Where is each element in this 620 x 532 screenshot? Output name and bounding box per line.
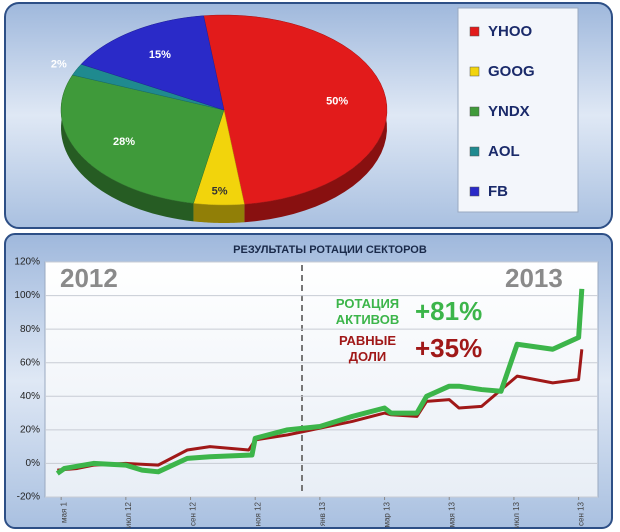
x-tick-label: мая 13 xyxy=(447,501,456,527)
x-tick-label: июл 12 xyxy=(124,501,133,528)
annotation: +35% xyxy=(415,333,482,363)
legend-label: YNDX xyxy=(488,103,530,120)
legend-label: YHOO xyxy=(488,23,533,40)
slice-label: 5% xyxy=(212,186,228,198)
slice-label: 15% xyxy=(149,49,171,61)
pie-slice xyxy=(193,109,245,206)
series-line xyxy=(55,288,585,476)
x-tick-label: янв 13 xyxy=(318,501,327,526)
pie-slice xyxy=(60,74,225,204)
series-line xyxy=(57,349,584,472)
y-tick-label: 20% xyxy=(20,424,40,435)
legend-swatch xyxy=(469,26,480,37)
legend-label: FB xyxy=(488,183,508,200)
x-tick-label: мар 13 xyxy=(383,501,392,527)
x-tick-label: мая 1 xyxy=(59,501,68,523)
y-tick-label: 100% xyxy=(14,290,40,301)
y-tick-label: 40% xyxy=(20,391,40,402)
y-tick-label: 60% xyxy=(20,357,40,368)
x-tick-label: сен 12 xyxy=(189,501,198,526)
pie-slice xyxy=(80,15,225,111)
annotation: 2012 xyxy=(60,263,118,293)
slice-label: 50% xyxy=(326,96,348,108)
pie-slice xyxy=(203,14,388,205)
legend-label: GOOG xyxy=(488,63,535,80)
x-tick-label: ноя 12 xyxy=(253,501,262,526)
legend-swatch xyxy=(469,66,480,77)
pie-slice xyxy=(72,63,225,111)
slice-label: 2% xyxy=(51,59,67,71)
x-tick-label: сен 13 xyxy=(577,501,586,526)
y-tick-label: 80% xyxy=(20,324,40,335)
legend-swatch xyxy=(469,186,480,197)
y-tick-label: -20% xyxy=(17,492,40,503)
slice-side xyxy=(193,203,245,223)
slice-label: 28% xyxy=(113,136,135,148)
legend-label: AOL xyxy=(488,143,520,160)
slice-side xyxy=(61,75,194,222)
annotation: 2013 xyxy=(505,263,563,293)
x-tick-label: июл 13 xyxy=(512,501,521,528)
chart-title: РЕЗУЛЬТАТЫ РОТАЦИИ СЕКТОРОВ xyxy=(233,244,427,256)
series-label: РАВНЫЕ ДОЛИ xyxy=(338,333,397,364)
y-tick-label: 120% xyxy=(14,257,40,268)
legend-swatch xyxy=(469,146,480,157)
series-label: РОТАЦИЯ АКТИВОВ xyxy=(335,296,400,327)
legend-swatch xyxy=(469,106,480,117)
annotation: +81% xyxy=(415,296,482,326)
y-tick-label: 0% xyxy=(26,458,41,469)
